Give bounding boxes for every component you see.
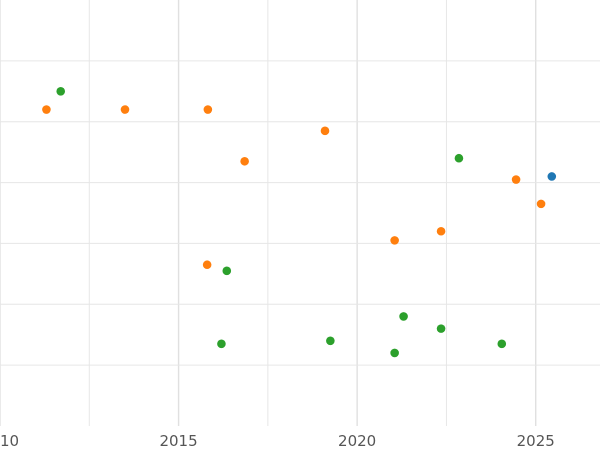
data-point-series-0-0 xyxy=(547,172,557,181)
data-point-series-1-3 xyxy=(240,156,249,166)
x-tick-label-2025: 2025 xyxy=(517,432,555,450)
data-point-series-2-2 xyxy=(217,339,226,349)
data-point-series-2-3 xyxy=(326,336,335,346)
data-point-series-1-9 xyxy=(202,260,212,270)
points-layer xyxy=(42,86,557,358)
data-point-series-1-8 xyxy=(536,199,546,209)
data-point-series-2-1 xyxy=(222,266,232,276)
data-point-series-1-0 xyxy=(42,105,51,114)
grid-layer xyxy=(0,0,600,426)
data-point-series-1-7 xyxy=(511,175,521,184)
x-tick-label-2010: 2010 xyxy=(0,432,19,450)
data-point-series-1-6 xyxy=(436,226,446,236)
data-point-series-2-6 xyxy=(436,324,446,333)
data-point-series-1-1 xyxy=(120,105,130,114)
x-tick-label-2015: 2015 xyxy=(159,432,197,450)
data-point-series-2-5 xyxy=(399,312,408,321)
data-point-series-2-4 xyxy=(390,348,399,358)
x-axis-tick-labels: 2010 2015 2020 2025 xyxy=(0,432,555,450)
data-point-series-1-2 xyxy=(203,105,213,114)
data-point-series-1-4 xyxy=(320,126,330,136)
x-tick-label-2020: 2020 xyxy=(338,432,376,450)
data-point-series-2-0 xyxy=(56,86,66,96)
data-point-series-2-8 xyxy=(497,339,507,349)
data-point-series-1-5 xyxy=(390,236,399,245)
data-point-series-2-7 xyxy=(454,153,464,163)
